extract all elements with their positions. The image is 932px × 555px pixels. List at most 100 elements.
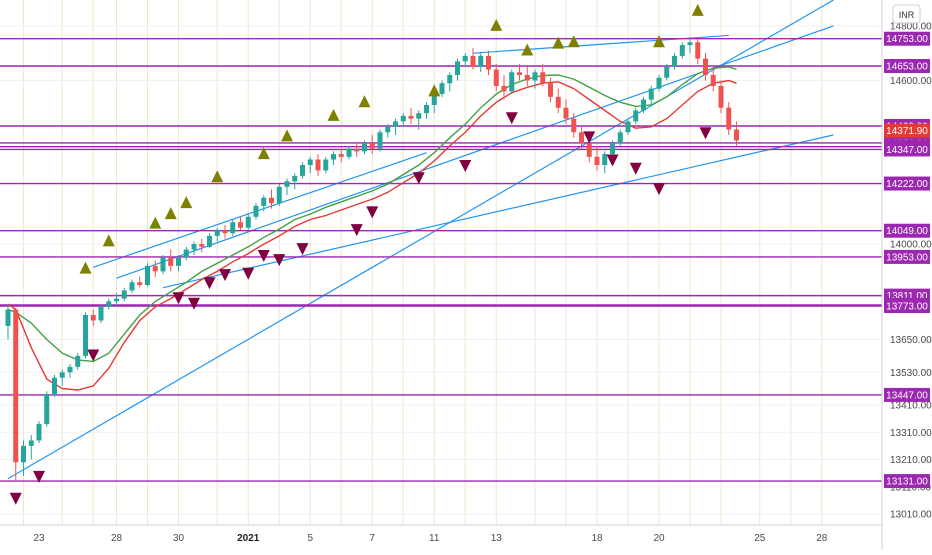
candle-body <box>710 75 716 86</box>
candle-body <box>408 115 414 119</box>
current-price-badge <box>884 123 930 138</box>
buy-signal-marker <box>521 43 534 56</box>
candle-body <box>540 72 546 84</box>
time-label-year: 2021 <box>237 533 260 544</box>
time-label: 28 <box>816 533 828 544</box>
price-tick-label: 13650.00 <box>890 335 932 346</box>
candle-body <box>679 45 685 56</box>
candle-body <box>532 72 538 81</box>
candle-body <box>470 55 476 67</box>
candle-body <box>579 132 584 144</box>
sell-signal-marker <box>699 127 712 140</box>
time-label: 7 <box>369 533 375 544</box>
candle-body <box>586 143 592 157</box>
candle-body <box>695 42 701 59</box>
candle-body <box>5 309 11 326</box>
candle-body <box>98 306 104 321</box>
time-axis[interactable]: 23 28 30 2021 5 7 11 13 18 20 25 28 <box>33 533 827 544</box>
candle-body <box>13 309 19 463</box>
buy-signal-marker <box>79 261 92 274</box>
candle-body <box>52 377 57 395</box>
buy-signal-marker <box>358 95 371 108</box>
currency-badge[interactable]: INR <box>892 4 921 24</box>
candle-body <box>315 159 321 171</box>
candle-body <box>362 143 367 152</box>
trendline[interactable] <box>7 0 834 480</box>
candle-body <box>106 301 112 307</box>
candle-body <box>656 77 662 89</box>
time-label: 18 <box>591 533 603 544</box>
level-line-layer <box>0 38 882 482</box>
candle-body <box>331 154 336 160</box>
buy-signal-marker <box>653 35 665 48</box>
candle-body <box>672 55 677 67</box>
level-label-layer: 14753.0014653.0014433.0014371.0014357.00… <box>884 31 930 489</box>
signal-layer <box>9 3 712 505</box>
level-label: 13811.00 <box>887 291 928 302</box>
candle-body <box>431 94 437 105</box>
time-label: 23 <box>33 533 45 544</box>
candle-body <box>416 113 422 119</box>
sell-signal-marker <box>188 297 200 310</box>
plot-background <box>0 0 882 525</box>
buy-signal-marker <box>257 147 270 160</box>
buy-signal-marker <box>552 36 565 49</box>
ema-layer <box>7 66 737 391</box>
sell-signal-marker <box>459 160 472 172</box>
level-label-badge <box>884 142 930 157</box>
level-label-badge <box>884 387 930 402</box>
candle-body <box>168 257 174 266</box>
sell-signal-marker <box>412 172 425 185</box>
candle-body <box>230 222 236 234</box>
candle-body <box>524 75 530 81</box>
candle-body <box>129 282 135 291</box>
level-label-badge <box>884 176 930 191</box>
level-label: 14049.00 <box>886 226 928 237</box>
price-tick-label: 14800.00 <box>890 21 932 32</box>
trendline[interactable] <box>162 134 834 289</box>
candle-body <box>703 58 708 75</box>
candle-body <box>160 257 166 272</box>
level-label-badge <box>884 59 930 73</box>
trendline[interactable] <box>93 152 427 268</box>
time-label: 5 <box>307 533 313 544</box>
candle-body <box>548 83 553 97</box>
candle-body <box>509 72 515 92</box>
candle-body <box>385 126 391 133</box>
candle-body <box>377 132 383 149</box>
buy-signal-marker <box>281 129 293 142</box>
candle-body <box>734 129 739 141</box>
candle-body <box>610 143 615 155</box>
candle-body <box>346 148 352 157</box>
sell-signal-marker <box>653 183 665 196</box>
price-tick-label: 13210.00 <box>890 455 932 466</box>
price-axis[interactable]: 14800.00 14600.00 14000.00 13650.00 13530.00… <box>890 21 932 520</box>
candle-body <box>83 315 88 356</box>
candle-layer <box>5 36 739 482</box>
sell-signal-marker <box>172 292 185 305</box>
time-label: 11 <box>429 533 440 544</box>
buy-signal-marker <box>164 207 177 220</box>
candle-body <box>633 110 639 122</box>
candle-body <box>245 216 251 228</box>
sell-signal-marker <box>505 112 518 125</box>
candle-body <box>292 175 298 182</box>
sell-signal-marker <box>629 162 642 175</box>
sell-signal-marker <box>606 154 619 167</box>
candle-body <box>323 159 329 171</box>
time-label: 13 <box>491 533 503 544</box>
candle-body <box>625 121 631 133</box>
sell-signal-marker <box>33 470 45 483</box>
currency-label: INR <box>899 10 915 20</box>
candle-body <box>44 394 50 425</box>
candle-body <box>284 181 290 187</box>
candle-body <box>687 42 693 45</box>
buy-signal-marker <box>428 84 441 97</box>
time-label: 28 <box>111 533 123 544</box>
candle-body <box>214 230 220 236</box>
sell-signal-marker <box>9 492 22 505</box>
candle-body <box>114 298 119 302</box>
candle-body <box>455 61 460 75</box>
candle-body <box>594 156 600 165</box>
